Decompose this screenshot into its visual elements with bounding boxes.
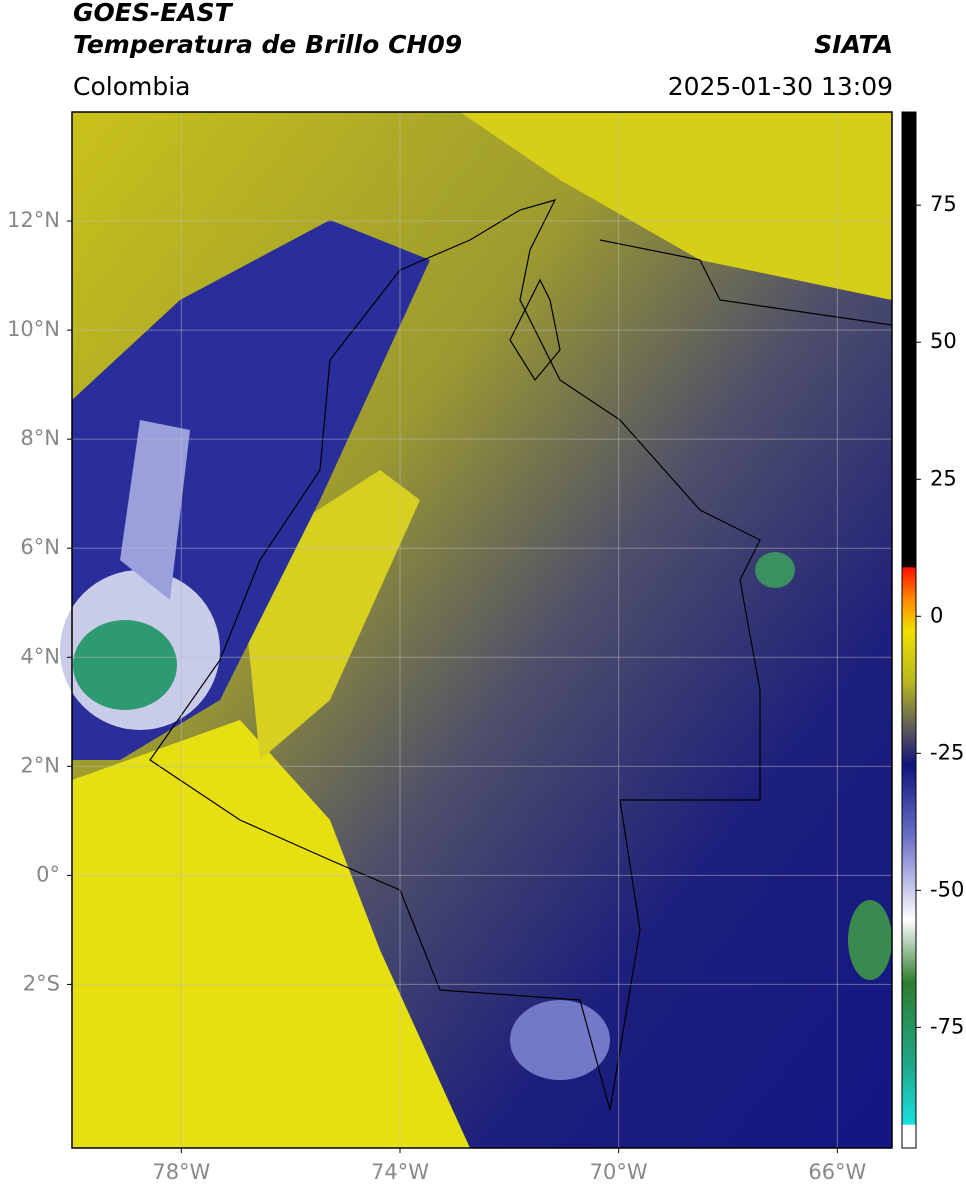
y-tick-label: 10°N bbox=[7, 317, 60, 341]
y-tick-label: 0° bbox=[36, 862, 60, 886]
colorbar-tick-label: -75 bbox=[930, 1014, 964, 1038]
title: GOES-EAST bbox=[73, 0, 232, 27]
x-tick-label: 78°W bbox=[152, 1160, 210, 1184]
y-tick-label: 6°N bbox=[20, 535, 60, 559]
colorbar-tick-label: 0 bbox=[930, 603, 943, 627]
region: Colombia bbox=[73, 72, 191, 101]
colorbar-tick-label: 25 bbox=[930, 466, 957, 490]
colorbar-tick-label: -25 bbox=[930, 740, 964, 764]
colorbar-tick-label: 75 bbox=[930, 192, 957, 216]
y-tick-label: 8°N bbox=[20, 426, 60, 450]
source: SIATA bbox=[814, 30, 893, 59]
x-tick-label: 66°W bbox=[808, 1160, 866, 1184]
x-tick-label: 74°W bbox=[371, 1160, 429, 1184]
y-tick-label: 4°N bbox=[20, 644, 60, 668]
y-tick-label: 2°S bbox=[23, 971, 60, 995]
y-tick-label: 12°N bbox=[7, 208, 60, 232]
map-frame bbox=[71, 111, 893, 1149]
satellite-image bbox=[60, 112, 892, 1148]
colorbar-tick-label: -50 bbox=[930, 877, 964, 901]
timestamp: 2025-01-30 13:09 bbox=[667, 72, 893, 101]
colorbar bbox=[901, 111, 917, 1149]
y-tick-label: 2°N bbox=[20, 753, 60, 777]
subtitle: Temperatura de Brillo CH09 bbox=[73, 30, 463, 59]
colorbar-tick-label: 50 bbox=[930, 329, 957, 353]
x-tick-label: 70°W bbox=[590, 1160, 648, 1184]
